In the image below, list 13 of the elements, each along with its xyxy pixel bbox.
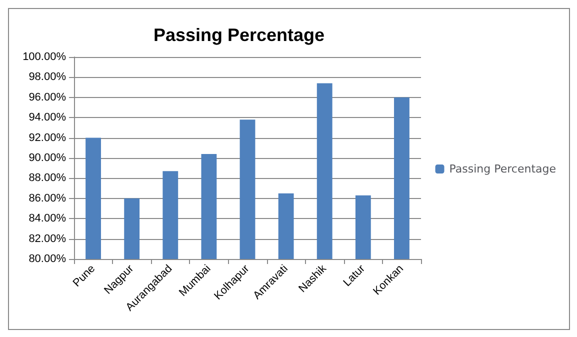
legend-label: Passing Percentage (449, 162, 556, 176)
y-tick-label: 98.00% (28, 71, 66, 84)
y-tick-label: 90.00% (28, 152, 66, 164)
chart-title: Passing Percentage (153, 25, 325, 45)
y-tick-label: 92.00% (28, 132, 66, 144)
y-tick-label: 84.00% (28, 212, 66, 225)
y-tick-label: 88.00% (28, 172, 66, 184)
y-tick-label: 100.00% (22, 51, 66, 63)
y-tick-label: 96.00% (28, 91, 66, 104)
y-tick-label: 82.00% (28, 232, 66, 245)
y-tick-label: 86.00% (28, 192, 66, 204)
y-tick-label: 94.00% (28, 112, 66, 124)
y-tick-label: 80.00% (28, 253, 66, 265)
